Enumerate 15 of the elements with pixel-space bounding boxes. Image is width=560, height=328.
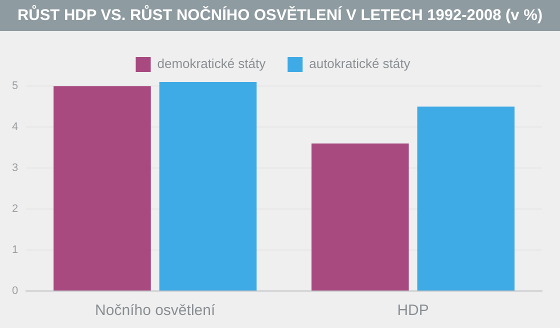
legend-label: demokratické státy	[157, 56, 266, 72]
legend-label: autokratické státy	[309, 56, 411, 72]
y-tick-label: 1	[12, 244, 18, 256]
y-tick-label: 4	[12, 121, 18, 134]
y-tick-label: 3	[12, 162, 18, 174]
y-tick-label: 5	[12, 80, 18, 92]
bar	[54, 86, 151, 290]
x-tick-label: HDP	[397, 302, 429, 320]
x-tick-label: Nočního osvětlení	[95, 302, 216, 320]
bar	[312, 143, 409, 290]
bar	[417, 106, 515, 290]
bar	[159, 82, 257, 290]
y-tick-label: 2	[12, 203, 18, 216]
chart-title: RŮST HDP VS. RŮST NOČNÍHO OSVĚTLENÍ V LETECH 1992-2008 (v %)	[0, 0, 560, 31]
y-tick-label: 0	[12, 285, 18, 298]
